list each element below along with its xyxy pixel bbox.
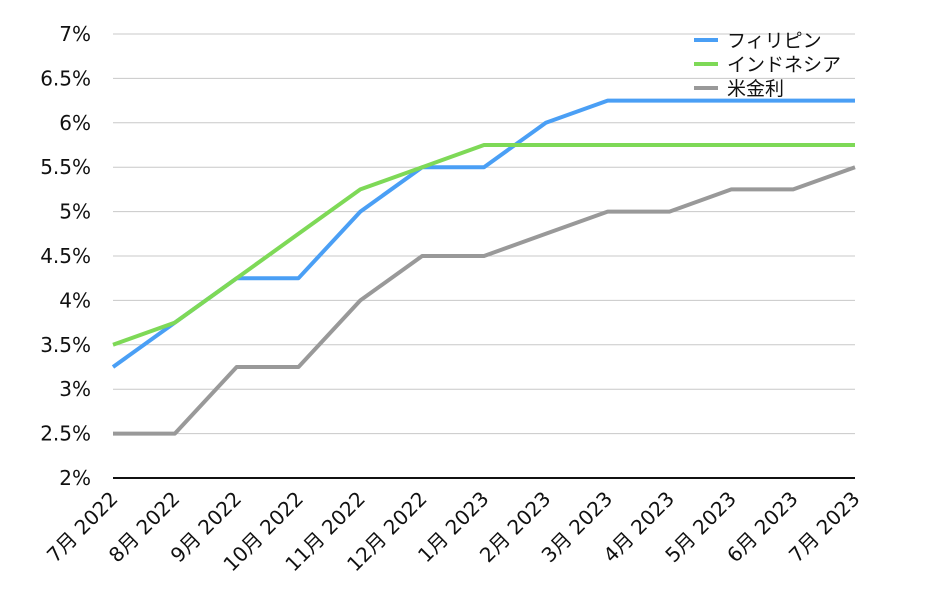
y-tick-label: 2.5% <box>40 422 91 446</box>
y-tick-label: 6.5% <box>40 66 91 90</box>
y-tick-label: 3% <box>59 377 91 401</box>
series-lines <box>111 98 856 436</box>
y-tick-label: 4% <box>59 288 91 312</box>
y-tick-label: 5% <box>59 200 91 224</box>
y-tick-label: 7% <box>59 22 91 46</box>
y-tick-label: 6% <box>59 111 91 135</box>
y-tick-label: 2% <box>59 466 91 490</box>
y-axis: 2% 2.5% 3% 3.5% 4% 4.5% 5% 5.5% 6% 6.5% 7% <box>40 22 91 490</box>
legend-label-1: インドネシア <box>727 54 841 76</box>
legend-label-0: フィリピン <box>727 30 822 52</box>
series-line-1 <box>112 143 855 347</box>
y-tick-label: 5.5% <box>40 155 91 179</box>
series-line-0 <box>111 98 855 369</box>
y-tick-label: 3.5% <box>40 333 91 357</box>
y-tick-label: 4.5% <box>40 244 91 268</box>
legend-label-2: 米金利 <box>727 78 784 100</box>
series-line-2 <box>113 165 856 436</box>
